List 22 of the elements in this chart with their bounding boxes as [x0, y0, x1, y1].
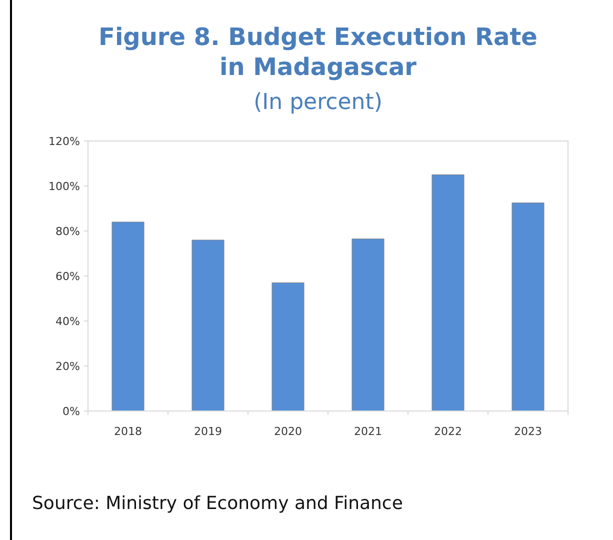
x-tick-label: 2020 — [274, 425, 302, 438]
y-tick-label: 100% — [48, 180, 80, 193]
x-tick-label: 2022 — [434, 425, 462, 438]
bar — [112, 222, 144, 412]
x-tick-label: 2021 — [354, 425, 382, 438]
bar — [192, 240, 224, 412]
source-note: Source: Ministry of Economy and Finance — [32, 493, 403, 514]
bar — [432, 174, 464, 412]
y-tick-label: 60% — [56, 270, 80, 283]
chart-subtitle: (In percent) — [254, 90, 382, 115]
bar — [352, 238, 384, 412]
y-tick-label: 0% — [62, 404, 80, 418]
bar — [272, 282, 304, 412]
x-tick-label: 2019 — [194, 425, 222, 438]
bar — [512, 202, 544, 412]
x-tick-label: 2018 — [114, 425, 142, 438]
y-tick-label: 20% — [56, 360, 80, 373]
chart-title: Figure 8. Budget Execution Rate in Madagascar — [98, 23, 538, 81]
y-tick-label: 80% — [56, 224, 80, 238]
y-tick-label: 40% — [56, 314, 80, 328]
y-tick-label: 120% — [48, 134, 80, 148]
x-tick-label: 2023 — [514, 425, 542, 438]
